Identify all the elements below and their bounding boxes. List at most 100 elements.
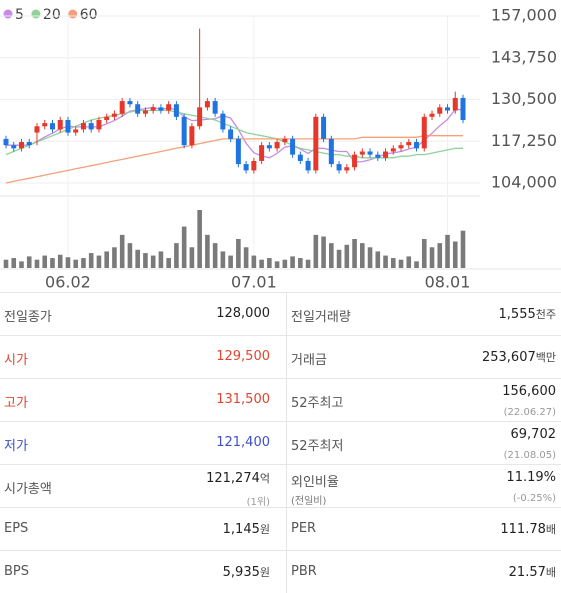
volume-bar (298, 258, 303, 268)
cell-value: 121,400 (216, 435, 270, 450)
candle-body (421, 116, 427, 149)
candle-body (297, 154, 303, 161)
volume-bar (352, 239, 357, 268)
table-cell: 전일종가 128,000 (0, 293, 276, 335)
value-text: 1,145 (222, 522, 260, 537)
volume-bar (189, 247, 195, 268)
candle-body (235, 138, 241, 165)
candle-body (150, 107, 156, 111)
cell-label: BPS (4, 564, 30, 579)
y-tick-label: 143,750 (491, 47, 557, 66)
value-unit: 배 (545, 566, 556, 579)
cell-value: 156,600 (502, 384, 556, 399)
volume-bar (360, 243, 365, 268)
legend-swatch (68, 9, 78, 19)
volume-bar (329, 243, 334, 268)
table-cell: EPS 1,145원 (0, 508, 276, 550)
candle-body (290, 138, 296, 155)
volume-bar (282, 259, 288, 268)
value-unit: 백만 (535, 351, 556, 364)
volume-bar (367, 247, 373, 268)
candle-body (42, 123, 48, 127)
table-cell: 52주최고 156,600 (22.06.27) (286, 379, 561, 421)
volume-bar (251, 255, 257, 268)
candle-body (282, 138, 288, 143)
cell-value: 111.78배 (500, 521, 556, 537)
x-tick-label: 08.01 (425, 273, 471, 292)
candle-body (352, 154, 358, 168)
table-cell: 전일거래량 1,555천주 (286, 293, 561, 335)
table-row: 고가 131,500 52주최고 156,600 (22.06.27) (0, 378, 561, 421)
volume-bar (290, 256, 295, 268)
candle-body (119, 101, 125, 114)
table-row: 시가 129,500 거래금 253,607백만 (0, 335, 561, 378)
cell-sub: (1위) (246, 497, 270, 508)
candle-body (73, 129, 79, 133)
candle-body (158, 107, 164, 111)
y-tick-label: 130,500 (491, 89, 557, 108)
volume-bar (127, 243, 133, 268)
candle-body (96, 119, 102, 130)
value-unit: 배 (545, 523, 556, 536)
value-text: 11.19% (506, 470, 556, 485)
cell-label: 외인비율 (291, 475, 339, 490)
volume-bar (26, 256, 32, 268)
cell-value: 128,000 (216, 306, 270, 321)
table-row: 시가총액 121,274억 (1위) 외인비율 (전일비) 11.19% (-0.25%) (0, 464, 561, 508)
volume-bar (274, 261, 280, 268)
volume-bar (174, 243, 179, 268)
candle-body (57, 119, 63, 130)
candle-body (104, 116, 110, 120)
volume-bar (158, 251, 164, 268)
cell-label-sub: (전일비) (291, 496, 327, 507)
candle-body (80, 123, 86, 130)
candle-body (398, 145, 404, 149)
volume-bar (305, 259, 311, 268)
value-text: 5,935 (222, 565, 260, 580)
y-tick-label: 104,000 (491, 173, 557, 192)
volume-bar (344, 244, 350, 268)
value-unit: 원 (259, 566, 270, 579)
y-tick-label: 117,250 (491, 131, 557, 150)
candle-body (135, 104, 141, 114)
cell-sub: (22.06.27) (503, 407, 556, 418)
volume-bar (429, 247, 435, 268)
table-cell: 거래금 253,607백만 (286, 336, 561, 378)
table-cell: 고가 131,500 (0, 379, 276, 421)
volume-bar (321, 236, 326, 268)
volume-bar (42, 255, 48, 268)
volume-bar (34, 259, 40, 268)
volume-bar (383, 255, 388, 268)
value-text: 253,607 (481, 350, 536, 365)
candle-body (197, 107, 203, 127)
candle-body (313, 116, 319, 171)
volume-bar (375, 251, 381, 268)
candle-body (328, 138, 334, 165)
ma-line (5, 135, 463, 184)
candle-body (305, 160, 311, 171)
candle-body (460, 97, 466, 120)
candle-body (359, 151, 365, 155)
candle-body (189, 126, 195, 146)
cell-sub: (21.08.05) (503, 450, 556, 461)
volume-bar (88, 253, 94, 268)
candle-body (26, 142, 32, 146)
table-row: EPS 1,145원 PER 111.78배 (0, 507, 561, 550)
value-text: 129,500 (216, 349, 270, 364)
candle-body (321, 116, 327, 139)
cell-value: 5,935원 (223, 564, 270, 580)
volume-bar (112, 247, 117, 268)
candle-body (88, 123, 94, 130)
legend-swatch (3, 9, 13, 19)
legend-label: 60 (80, 7, 98, 23)
legend-swatch (31, 9, 41, 19)
volume-bar (65, 257, 71, 268)
volume-bar (50, 258, 55, 268)
volume-bar (336, 249, 342, 268)
candle-body (65, 119, 71, 133)
table-cell: 저가 121,400 (0, 422, 276, 464)
candle-body (142, 110, 148, 114)
cell-value: 121,274억 (206, 470, 270, 486)
x-tick-label: 06.02 (45, 273, 91, 292)
